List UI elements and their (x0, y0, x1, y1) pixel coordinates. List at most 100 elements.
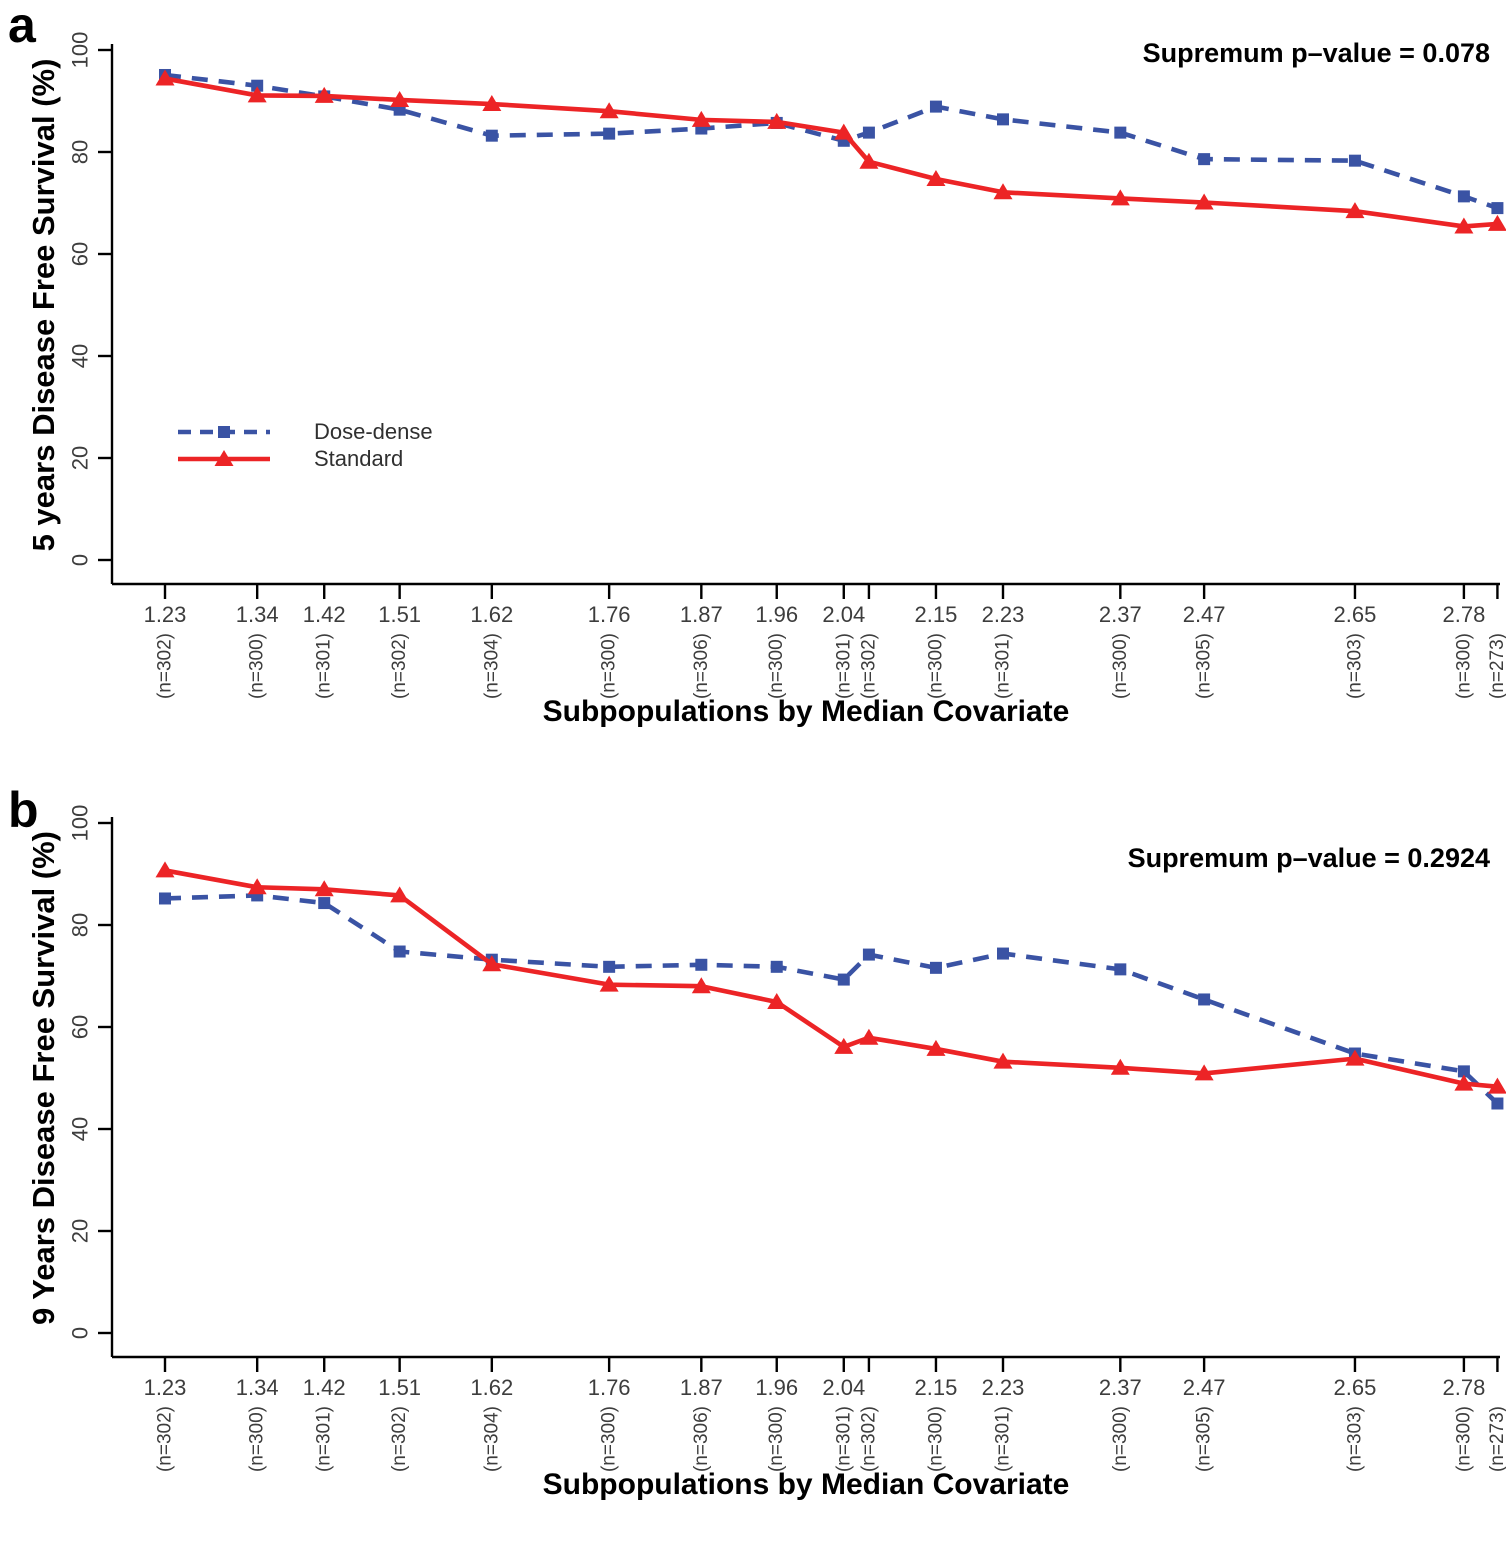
triangle-marker-icon (691, 977, 711, 994)
triangle-marker-icon (247, 86, 267, 103)
triangle-marker-icon (859, 152, 879, 169)
legend: Dose-dense Standard (176, 418, 433, 472)
x-tick-label: 1.23 (144, 1375, 187, 1400)
n-count-label: (n=306) (691, 1406, 712, 1472)
triangle-marker-icon (314, 86, 334, 103)
triangle-marker-icon (1194, 1064, 1214, 1081)
n-count-label: (n=302) (155, 1406, 176, 1472)
standard-line-sample-icon (178, 449, 270, 466)
n-count-label: (n=303) (1344, 1406, 1365, 1472)
square-marker-icon (1348, 154, 1361, 167)
triangle-marker-icon (155, 861, 175, 878)
n-count-label: (n=301) (833, 1406, 854, 1472)
square-marker-icon (862, 126, 875, 139)
n-count-label: (n=300) (1110, 1406, 1131, 1472)
x-tick-label: 1.34 (236, 602, 279, 627)
triangle-marker-icon (599, 102, 619, 119)
legend-label-dose-dense: Dose-dense (314, 418, 433, 444)
square-marker-icon (1114, 126, 1127, 139)
triangle-marker-icon (482, 95, 502, 112)
triangle-marker-icon (691, 110, 711, 127)
triangle-marker-icon (1194, 193, 1214, 210)
x-tick-label: 2.47 (1183, 602, 1226, 627)
panel-b-plot-area: 0 20 40 60 80 100 1.23 (n=302) 1.34 (n=300) 1.42 (n… (68, 805, 1506, 1472)
panel-b-pvalue-annotation: Supremum p–value = 0.2924 (1127, 843, 1490, 873)
y-tick-label: 0 (68, 554, 93, 566)
square-marker-icon (1198, 153, 1211, 166)
x-tick-label: 1.23 (144, 602, 187, 627)
n-count-label: (n=304) (481, 633, 502, 699)
triangle-marker-icon (834, 1037, 854, 1054)
n-count-label: (n=305) (1194, 633, 1215, 699)
triangle-marker-icon (1345, 1049, 1365, 1066)
panel-b: b Supremum p–value = 0.2924 9 Years Dise… (0, 773, 1506, 1546)
panel-a-pvalue-annotation: Supremum p–value = 0.078 (1142, 38, 1490, 68)
triangle-marker-icon (767, 112, 787, 129)
n-count-label: (n=300) (247, 633, 268, 699)
panel-a-letter: a (8, 0, 36, 53)
series-line-standard (164, 76, 1498, 229)
square-marker-icon (251, 79, 264, 92)
y-tick-label: 80 (68, 913, 93, 937)
x-tick-label: 2.04 (822, 602, 865, 627)
triangle-marker-icon (247, 878, 267, 895)
square-marker-icon (1457, 190, 1470, 203)
square-marker-icon (1491, 202, 1504, 215)
n-count-label: (n=300) (247, 1406, 268, 1472)
square-marker-icon (393, 945, 406, 958)
square-marker-icon (997, 947, 1009, 960)
square-marker-icon (1491, 1097, 1504, 1110)
y-tick-label: 40 (68, 344, 93, 368)
panel-a-plot-area: 0 20 40 60 80 100 1.23 (n=302) 1.34 (n=300) 1.42 (n… (68, 32, 1506, 699)
square-marker-icon (485, 129, 498, 142)
y-tick-label: 0 (68, 1327, 93, 1339)
x-tick-label: 2.23 (982, 1375, 1025, 1400)
x-tick-label: 1.76 (588, 1375, 631, 1400)
dose-dense-line-sample-icon (178, 425, 270, 438)
x-tick-label: 2.47 (1183, 1375, 1226, 1400)
n-count-label: (n=302) (858, 633, 879, 699)
x-tick-label: 2.65 (1334, 1375, 1377, 1400)
panel-a: a Supremum p–value = 0.078 5 years Disea… (8, 0, 1506, 728)
series-line-dose-dense (164, 72, 1499, 211)
y-tick-label: 100 (68, 32, 93, 69)
legend-item-dose-dense: Dose-dense (176, 418, 433, 445)
x-tick-label: 2.04 (822, 1375, 865, 1400)
triangle-marker-icon (1487, 214, 1506, 231)
square-marker-icon (159, 892, 171, 905)
triangle-marker-icon (390, 90, 410, 107)
x-tick-label: 2.15 (915, 1375, 958, 1400)
square-marker-icon (695, 958, 708, 971)
n-count-label: (n=302) (155, 633, 176, 699)
triangle-marker-icon (314, 880, 334, 897)
square-marker-icon (862, 948, 875, 961)
triangle-marker-icon (993, 1052, 1013, 1069)
square-marker-icon (929, 961, 942, 974)
square-marker-icon (603, 127, 616, 140)
triangle-marker-icon (859, 1028, 879, 1045)
n-count-label: (n=302) (389, 1406, 410, 1472)
x-tick-label: 2.37 (1099, 602, 1142, 627)
triangle-marker-icon (1487, 1077, 1506, 1094)
x-tick-label: 1.42 (303, 602, 346, 627)
n-count-label: (n=306) (691, 633, 712, 699)
panel-a-x-axis-title: Subpopulations by Median Covariate (542, 695, 1070, 728)
y-tick-label: 60 (68, 1015, 93, 1039)
x-tick-label: 1.51 (378, 1375, 421, 1400)
x-tick-label: 1.62 (470, 602, 513, 627)
n-count-label: (n=305) (1194, 1406, 1215, 1472)
x-tick-label: 2.37 (1099, 1375, 1142, 1400)
n-count-label: (n=273) (1487, 1406, 1506, 1472)
n-count-label: (n=301) (314, 633, 335, 699)
y-tick-label: 80 (68, 140, 93, 164)
n-count-label: (n=300) (766, 633, 787, 699)
panel-b-x-axis-title: Subpopulations by Median Covariate (542, 1468, 1070, 1501)
n-count-label: (n=273) (1487, 633, 1506, 699)
triangle-marker-icon (390, 886, 410, 903)
x-tick-label: 1.51 (378, 602, 421, 627)
x-tick-label: 1.96 (755, 1375, 798, 1400)
n-count-label: (n=301) (314, 1406, 335, 1472)
square-marker-icon (1114, 963, 1127, 976)
n-count-label: (n=301) (833, 633, 854, 699)
